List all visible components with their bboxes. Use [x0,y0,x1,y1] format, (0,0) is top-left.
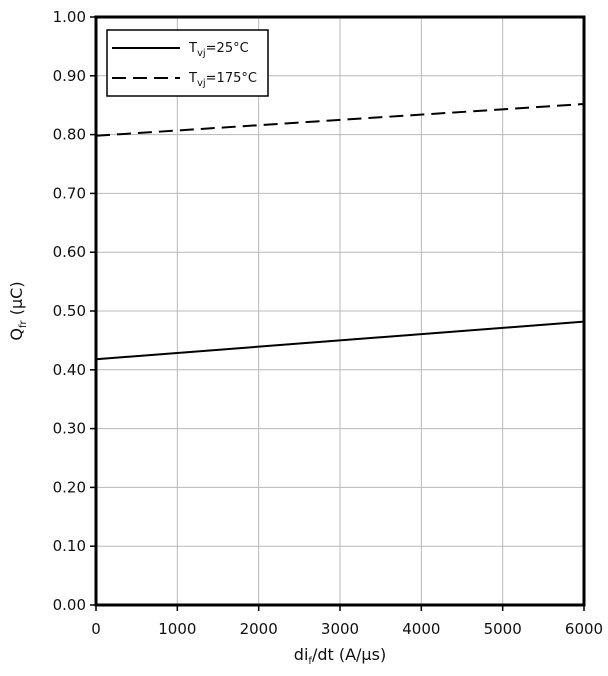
tick-layer: 0 1000 2000 3000 4000 5000 6000 0.00 0.10 0.20 0.3… [53,8,604,638]
y-axis-title: Qfr (µC) [7,281,29,340]
x-tick-label: 1000 [158,620,196,638]
y-tick-label: 0.90 [53,67,86,85]
legend: Tvj=25°C Tvj=175°C [106,29,269,97]
legend-label-175c-main: T [188,71,197,86]
y-tick-label: 0.40 [53,361,86,379]
y-tick-label: 0.60 [53,243,86,261]
legend-label-25c-sub: vj [197,48,206,59]
y-tick-label: 0.00 [53,596,86,614]
x-tick-label: 0 [91,620,101,638]
y-tick-label: 0.20 [53,478,86,496]
grid-layer [96,17,584,605]
series-layer [95,103,585,361]
legend-label-25c-rest: =25°C [206,41,249,56]
y-axis-title-main: Q [7,328,26,341]
x-tick-label: 5000 [484,620,522,638]
y-tick-label: 0.50 [53,302,86,320]
legend-box [106,29,269,97]
legend-label-25c: Tvj=25°C [188,41,249,59]
x-axis-title-main: di [294,645,309,664]
series-line-25c [95,320,585,361]
y-tick-label: 0.80 [53,126,86,144]
y-tick-label: 0.30 [53,420,86,438]
x-axis-title: dif/dt (A/µs) [294,645,386,667]
series-line-175c [95,103,585,137]
legend-label-175c-rest: =175°C [206,71,257,86]
y-tick-label: 0.70 [53,184,86,202]
legend-label-175c: Tvj=175°C [188,71,257,89]
legend-label-175c-sub: vj [197,78,206,89]
y-tick-label: 1.00 [53,8,86,26]
y-tick-label: 0.10 [53,537,86,555]
y-axis-title-sub: fr [18,319,29,328]
y-axis-title-rest: (µC) [7,281,26,320]
x-tick-label: 4000 [402,620,440,638]
x-tick-label: 2000 [240,620,278,638]
x-tick-label: 3000 [321,620,359,638]
x-axis-title-sub: f [308,656,312,667]
legend-label-25c-main: T [188,41,197,56]
x-axis-title-rest: /dt (A/µs) [312,645,386,664]
x-tick-label: 6000 [565,620,603,638]
